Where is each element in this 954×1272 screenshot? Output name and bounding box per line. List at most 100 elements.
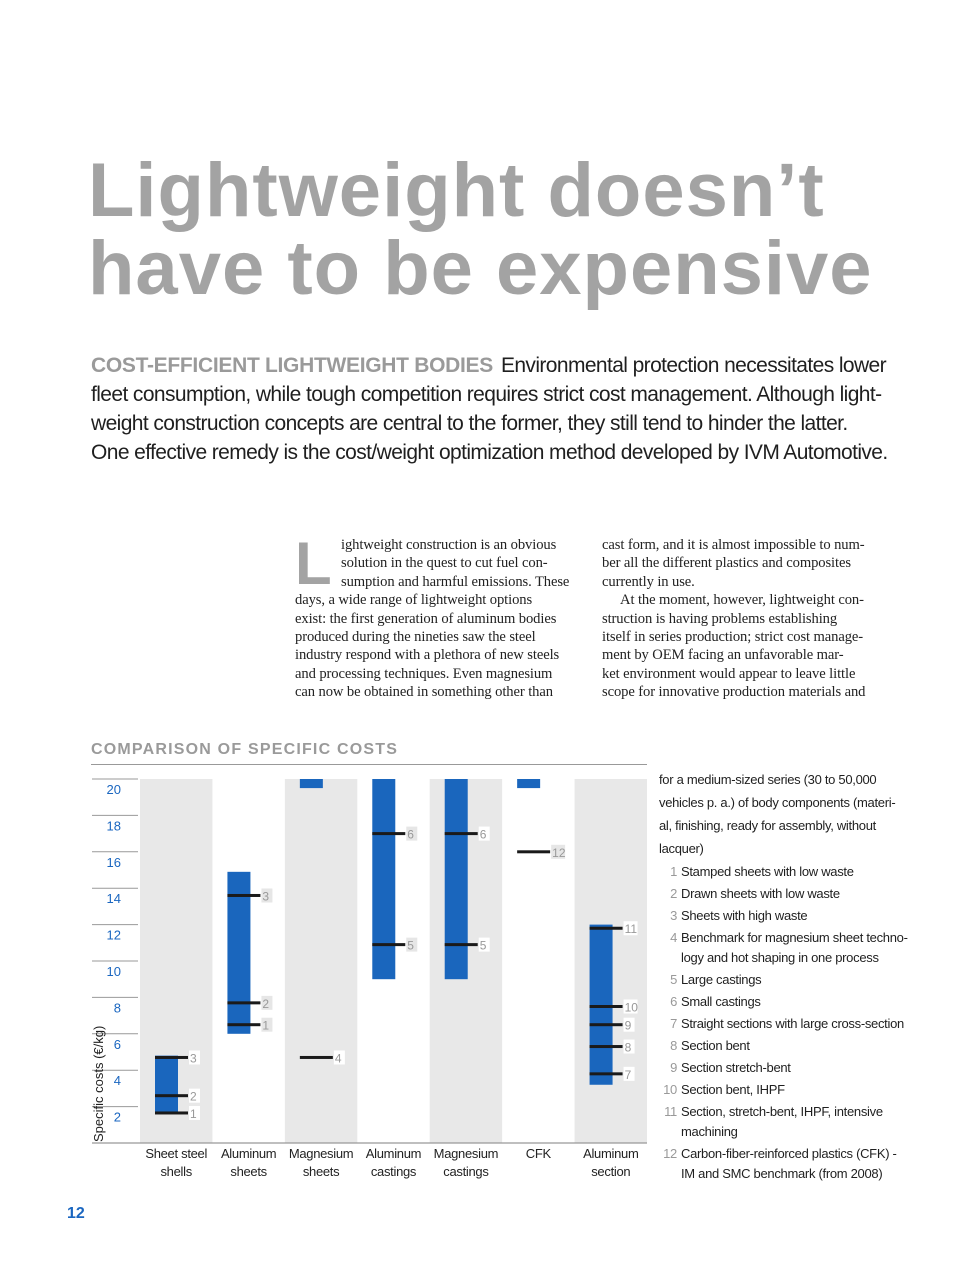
body-line: itself in series production; strict cost… xyxy=(602,629,864,646)
body-line: can now be obtained in something other t… xyxy=(295,684,553,701)
range-bar xyxy=(517,779,541,789)
body-line: industry respond with a plethora of new … xyxy=(295,647,560,664)
marker-line xyxy=(227,1001,261,1005)
legend-item-number: 11 xyxy=(664,1104,677,1119)
y-tick-label: 6 xyxy=(114,1037,121,1052)
marker-label-bg xyxy=(189,1050,200,1065)
marker-label: 4 xyxy=(335,1051,342,1065)
body-line: ber all the different plastics and compo… xyxy=(602,555,851,572)
legend-item-text: Section stretch-bent xyxy=(681,1060,791,1075)
marker-label: 6 xyxy=(480,828,487,842)
legend-item-number: 4 xyxy=(670,930,677,945)
body-line: scope for innovative production material… xyxy=(602,684,866,701)
range-bar xyxy=(155,1055,178,1113)
title-line-2: have to be expensive xyxy=(88,226,873,311)
intro-paragraph: COST-EFFICIENT LIGHTWEIGHT BODIES Environ… xyxy=(91,351,891,467)
legend-item-text: Large castings xyxy=(681,972,762,987)
body-column-2: cast form, and it is almost impossible t… xyxy=(602,536,887,702)
intro-lead: COST-EFFICIENT LIGHTWEIGHT BODIES xyxy=(91,354,493,377)
marker-line xyxy=(444,943,478,947)
marker-label: 12 xyxy=(552,846,566,860)
legend-item: 10 Section bent, IHPF xyxy=(659,1080,909,1100)
body-line: and processing techniques. Even magnesiu… xyxy=(295,665,553,682)
marker-label: 8 xyxy=(625,1041,632,1055)
category-label: castings xyxy=(371,1164,417,1179)
body-line: At the moment, however, lightweight con- xyxy=(620,592,864,609)
y-tick-label: 14 xyxy=(107,891,121,906)
legend-item-text: Section bent, IHPF xyxy=(681,1082,785,1097)
range-bar xyxy=(372,779,396,980)
legend-item-number: 5 xyxy=(670,972,677,987)
y-tick-label: 12 xyxy=(107,928,121,943)
category-label: castings xyxy=(443,1164,489,1179)
legend-intro-line: vehicles p. a.) of body components (mate… xyxy=(659,795,896,810)
legend-item-number: 10 xyxy=(663,1082,677,1097)
marker-label: 6 xyxy=(407,828,414,842)
body-line: produced during the nineties saw the ste… xyxy=(295,629,536,646)
marker-line xyxy=(155,1111,188,1115)
legend-item: 4 Benchmark for magnesium sheet techno- l… xyxy=(659,928,909,968)
intro-line: weight construction concepts are central… xyxy=(91,412,848,435)
legend-item-text: Carbon-fiber-reinforced plastics (CFK) -… xyxy=(681,1146,897,1181)
intro-line: One effective remedy is the cost/weight … xyxy=(91,441,888,464)
body-line: ket environment would appear to leave li… xyxy=(602,665,856,682)
legend-item-number: 1 xyxy=(670,864,677,879)
marker-label-bg xyxy=(623,999,638,1014)
marker-label: 10 xyxy=(625,1001,639,1015)
legend-intro-line: al, finishing, ready for assembly, witho… xyxy=(659,818,876,833)
body-line: days, a wide range of lightweight option… xyxy=(295,592,533,609)
legend-intro-line: for a medium-sized series (30 to 50,000 xyxy=(659,772,877,787)
legend-item-text: Section, stretch-bent, IHPF, intensive m… xyxy=(681,1104,883,1139)
range-bar xyxy=(299,779,323,789)
marker-line xyxy=(517,850,551,854)
marker-label-bg xyxy=(478,937,490,952)
body-line: solution in the quest to cut fuel con- xyxy=(341,555,548,572)
category-label: Sheet steel xyxy=(145,1146,207,1161)
category-label: section xyxy=(591,1164,630,1179)
marker-line xyxy=(372,832,406,836)
y-tick-label: 8 xyxy=(114,1000,121,1015)
column-shade xyxy=(284,779,358,1143)
page-number: 12 xyxy=(67,1205,85,1222)
range-bar xyxy=(444,779,468,980)
marker-label: 3 xyxy=(190,1051,197,1065)
body-line: struction is having problems establishin… xyxy=(602,610,838,627)
legend-item-number: 8 xyxy=(670,1038,677,1053)
drop-cap: L xyxy=(295,530,332,597)
marker-label: 2 xyxy=(262,997,269,1011)
marker-label: 5 xyxy=(407,939,414,953)
y-axis-label: Specific costs (€/kg) xyxy=(91,1026,106,1142)
category-label: shells xyxy=(160,1164,192,1179)
range-bar xyxy=(589,924,613,1085)
marker-label-bg xyxy=(551,844,566,859)
marker-label-bg xyxy=(623,1039,635,1054)
body-line: sumption and harmful emissions. These xyxy=(341,573,570,590)
marker-label: 7 xyxy=(625,1068,632,1082)
marker-label: 9 xyxy=(625,1019,632,1033)
category-label: sheets xyxy=(303,1164,340,1179)
marker-line xyxy=(227,1023,261,1027)
body-line: ightweight construction is an obvious xyxy=(341,537,557,553)
body-line: exist: the first generation of aluminum … xyxy=(295,610,557,627)
legend-item: 9 Section stretch-bent xyxy=(659,1058,909,1078)
legend-item: 7 Straight sections with large cross-sect… xyxy=(659,1014,909,1034)
chart-legend: for a medium-sized series (30 to 50,000 … xyxy=(659,768,909,1184)
marker-label: 5 xyxy=(480,939,487,953)
marker-label-bg xyxy=(406,937,418,952)
legend-item: 8 Section bent xyxy=(659,1036,909,1056)
legend-item: 1 Stamped sheets with low waste xyxy=(659,862,909,882)
intro-line: Environmental protection necessitates lo… xyxy=(500,354,887,377)
legend-item: 11 Section, stretch-bent, IHPF, intensive… xyxy=(659,1102,909,1142)
legend-item-text: Section bent xyxy=(681,1038,750,1053)
legend-item: 6 Small castings xyxy=(659,992,909,1012)
category-label: Magnesium xyxy=(289,1146,354,1161)
body-line: cast form, and it is almost impossible t… xyxy=(602,537,865,553)
body-line: currently in use. xyxy=(602,573,695,590)
y-tick-label: 20 xyxy=(107,782,121,797)
category-label: Magnesium xyxy=(434,1146,499,1161)
body-column-1: L ightweight construction is an obvious … xyxy=(295,530,580,702)
chart-heading: COMPARISON OF SPECIFIC COSTS xyxy=(91,741,399,758)
marker-label-bg xyxy=(189,1088,200,1103)
marker-line xyxy=(589,1045,623,1049)
